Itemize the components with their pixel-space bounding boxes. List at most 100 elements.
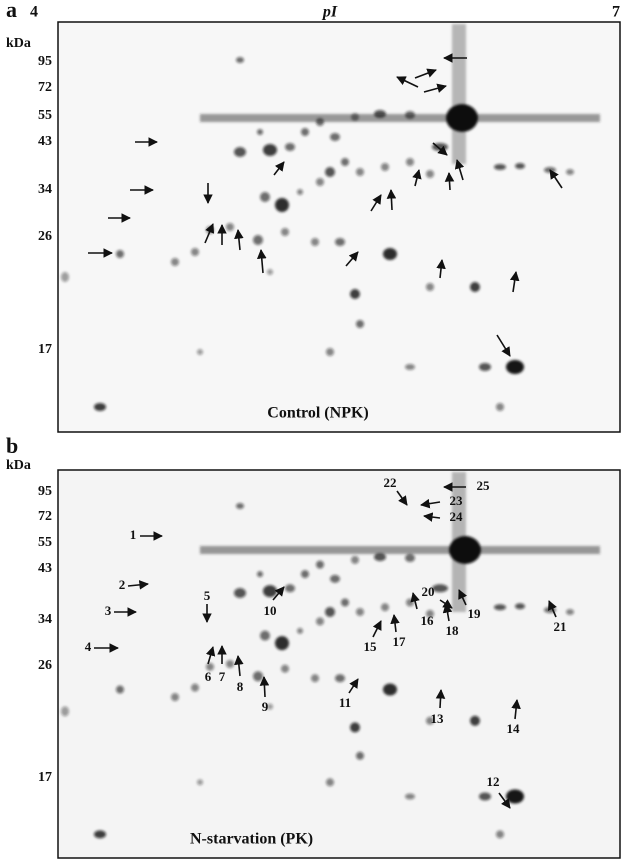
unit: kDa xyxy=(6,36,31,51)
marker-label: 95 xyxy=(38,484,52,499)
spot xyxy=(285,584,295,593)
arrow xyxy=(444,172,455,191)
spot xyxy=(226,223,234,231)
spot xyxy=(61,272,69,282)
spot-number: 8 xyxy=(237,679,244,694)
spot xyxy=(496,830,504,839)
spot xyxy=(171,258,179,266)
gel-a xyxy=(57,21,621,433)
spot xyxy=(297,627,303,634)
pi-right: 7 xyxy=(612,4,620,21)
spot xyxy=(356,607,364,616)
spot xyxy=(426,716,434,725)
spot xyxy=(301,570,309,579)
spot xyxy=(383,683,397,696)
spot xyxy=(316,617,324,626)
spot xyxy=(94,403,106,411)
spot xyxy=(406,598,414,607)
arrow xyxy=(272,586,285,601)
spot xyxy=(281,664,289,673)
spot-number: 25 xyxy=(477,478,491,493)
spot xyxy=(335,238,345,246)
spot-number: 10 xyxy=(264,603,277,618)
spot xyxy=(566,608,574,615)
spot xyxy=(335,674,345,683)
spot xyxy=(263,144,277,156)
spot xyxy=(479,363,491,371)
arrow xyxy=(396,490,408,506)
spot xyxy=(426,283,434,291)
arrow xyxy=(345,251,359,267)
spot xyxy=(234,147,246,157)
unit: kDa xyxy=(6,458,31,473)
spot xyxy=(405,364,415,370)
spot xyxy=(191,683,199,692)
arrow xyxy=(439,599,453,609)
spot-number: 12 xyxy=(487,774,500,789)
arrow xyxy=(412,169,422,187)
spot xyxy=(260,192,270,202)
spot xyxy=(316,178,324,186)
spot xyxy=(311,238,319,246)
spot xyxy=(297,189,303,195)
streak xyxy=(452,24,466,164)
spot xyxy=(356,751,364,760)
spot xyxy=(257,129,263,135)
pi-left: 4 xyxy=(30,4,38,21)
spot-number: 4 xyxy=(85,639,92,654)
spot-number: 2 xyxy=(119,577,126,592)
spot-number: 9 xyxy=(262,699,269,714)
arrow xyxy=(432,142,448,156)
spot-number: 19 xyxy=(468,606,482,621)
spot xyxy=(330,574,340,583)
spot xyxy=(253,235,263,245)
spot-number: 6 xyxy=(205,669,212,684)
spot xyxy=(356,320,364,328)
marker-label: 55 xyxy=(38,535,52,550)
spot xyxy=(383,248,397,260)
labels: a 4 pI 7 kDa Control (NPK) b kDa N-starv… xyxy=(6,0,620,848)
spot-number: 14 xyxy=(507,721,521,736)
spot xyxy=(406,158,414,166)
arrow xyxy=(127,580,149,590)
marker-label: 43 xyxy=(38,561,52,576)
spot xyxy=(496,403,504,411)
marker-label: 17 xyxy=(38,770,52,785)
arrow xyxy=(205,646,216,665)
marker-label: 26 xyxy=(38,658,52,673)
spot xyxy=(515,603,525,610)
spot xyxy=(171,693,179,702)
spot-number: 1 xyxy=(130,527,137,542)
spot xyxy=(226,660,234,668)
spot xyxy=(234,588,246,599)
arrow xyxy=(234,655,244,677)
spot xyxy=(260,630,270,641)
spot xyxy=(374,110,386,118)
spots-a xyxy=(61,24,600,411)
spot xyxy=(61,706,69,717)
spot xyxy=(470,715,480,726)
spot xyxy=(426,609,434,618)
spot xyxy=(325,167,335,177)
spot xyxy=(351,555,359,564)
arrow xyxy=(496,334,511,357)
band xyxy=(200,114,600,122)
arrow xyxy=(259,676,270,698)
spot xyxy=(275,636,289,651)
spot xyxy=(470,282,480,292)
spot xyxy=(206,662,214,671)
spot xyxy=(267,703,273,710)
spot xyxy=(325,606,335,617)
marker-label: 95 xyxy=(38,54,52,69)
spot xyxy=(326,778,334,787)
spot xyxy=(285,143,295,151)
spot xyxy=(351,113,359,121)
spot-number: 3 xyxy=(105,603,112,618)
spot xyxy=(253,671,263,682)
spot-number: 16 xyxy=(421,613,435,628)
spot xyxy=(311,674,319,683)
spot xyxy=(506,789,524,804)
spot xyxy=(479,792,491,801)
spot xyxy=(426,170,434,178)
